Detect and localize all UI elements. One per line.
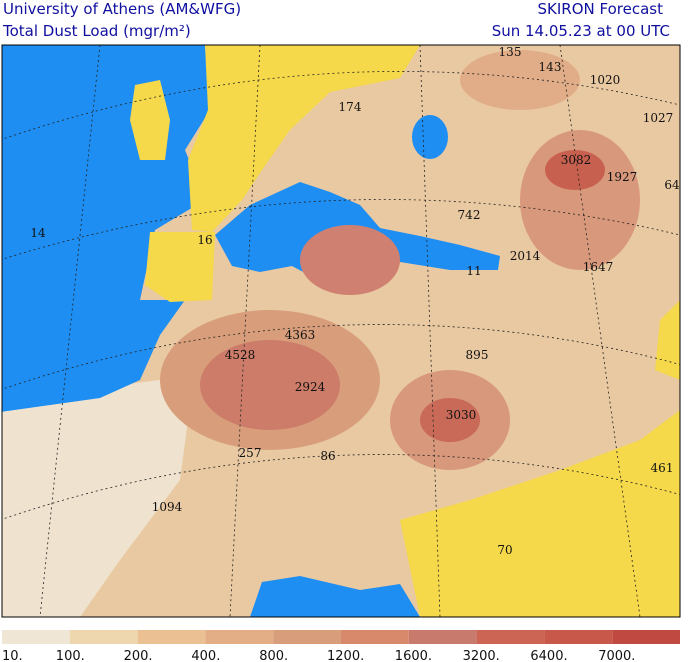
colorbar-swatch (476, 630, 545, 644)
value-label: 461 (651, 461, 674, 475)
value-label: 143 (539, 60, 562, 74)
value-label: 742 (458, 208, 481, 222)
value-label: 1927 (607, 170, 638, 184)
dust (200, 340, 340, 430)
header-line: Total Dust Load (mgr/m²) (2, 22, 191, 40)
value-label: 2924 (295, 380, 326, 394)
colorbar-swatch (408, 630, 477, 644)
sea (250, 576, 420, 617)
colorbar-label: 1600. (395, 649, 432, 662)
colorbar-swatch (544, 630, 613, 644)
value-label: 135 (499, 45, 522, 59)
value-label: 257 (239, 446, 262, 460)
colorbar-swatch (69, 630, 138, 644)
colorbar-label: 10. (2, 649, 23, 662)
value-label: 895 (466, 348, 489, 362)
colorbar: 10. 100. 200. 400. 800. 1200. 1600. 3200. 6400. 7… (2, 630, 680, 662)
value-label: 174 (339, 100, 362, 114)
value-label: 2014 (510, 249, 541, 263)
value-label: 70 (497, 543, 512, 557)
header-line: Sun 14.05.23 at 00 UTC (492, 22, 670, 40)
value-label: 4363 (285, 328, 316, 342)
low-dust (145, 232, 215, 302)
value-label: 3030 (446, 408, 477, 422)
colorbar-swatch (341, 630, 409, 644)
value-label: 1027 (643, 111, 674, 125)
header-line: SKIRON Forecast (538, 0, 664, 18)
low-dust (188, 45, 420, 232)
dust (545, 150, 605, 190)
graticule (2, 45, 680, 617)
value-label: 11 (466, 264, 481, 278)
colorbar-swatch (2, 630, 70, 644)
dust (460, 50, 580, 110)
value-label: 1094 (152, 500, 183, 514)
colorbar-label: 3200. (463, 649, 500, 662)
colorbar-swatch (205, 630, 274, 644)
value-label: 3082 (561, 153, 592, 167)
colorbar-swatch (273, 630, 341, 644)
colorbar-label: 1200. (327, 649, 364, 662)
value-label: 16 (197, 233, 212, 247)
dust (420, 398, 480, 442)
low-dust (400, 410, 680, 617)
lake (412, 115, 448, 159)
colorbar-label: 400. (191, 649, 220, 662)
colorbar-label: 6400. (530, 649, 567, 662)
header: University of Athens (AM&WFG) Total Dust… (2, 0, 670, 40)
colorbar-swatch (612, 630, 680, 644)
value-label: 86 (320, 449, 335, 463)
colorbar-swatch (137, 630, 206, 644)
value-label: 1647 (583, 260, 614, 274)
colorbar-label: 200. (124, 649, 153, 662)
map: 14 16 174 135 143 1020 1027 3082 1927 64 742 2014 16… (2, 45, 680, 617)
map-frame (1, 44, 681, 618)
colorbar-label: 100. (56, 649, 85, 662)
colorbar-label: 800. (259, 649, 288, 662)
value-label: 1020 (590, 73, 621, 87)
dust (300, 225, 400, 295)
value-label: 14 (30, 226, 46, 240)
value-label: 4528 (225, 348, 256, 362)
value-label: 64 (664, 178, 680, 192)
header-line: University of Athens (AM&WFG) (3, 0, 241, 18)
colorbar-label: 7000. (598, 649, 635, 662)
